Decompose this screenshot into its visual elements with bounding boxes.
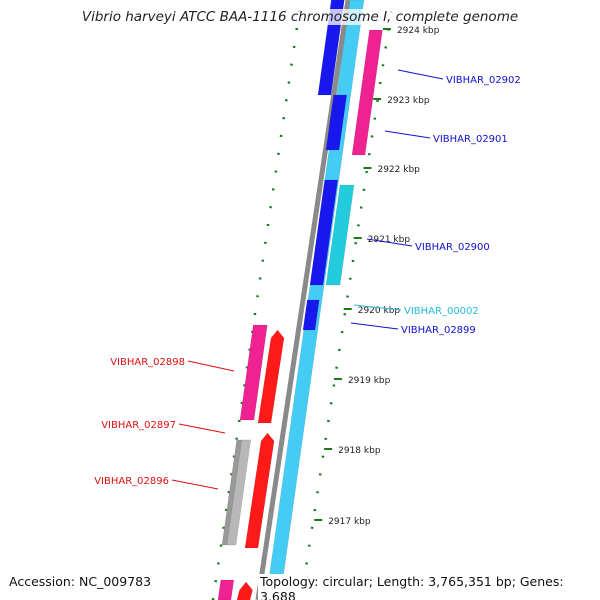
backbone-line	[255, 0, 351, 600]
tick-label: 2920 kbp	[358, 306, 401, 316]
feature-leader-line	[397, 69, 444, 80]
tick-label: 2919 kbp	[348, 376, 391, 386]
gene-pink-02896	[217, 579, 235, 600]
feature-label: VIBHAR_02902	[446, 75, 521, 86]
tick-label: 2917 kbp	[328, 517, 371, 527]
map-title: Vibrio harveyi ATCC BAA-1116 chromosome …	[0, 9, 600, 25]
outer-dotted-guide	[211, 0, 303, 600]
tick-label: 2921 kbp	[368, 235, 411, 245]
feature-label: VIBHAR_02900	[415, 242, 490, 253]
feature-leader-line	[353, 304, 402, 311]
gene-red-02898	[257, 329, 285, 424]
accession-text: Accession: NC_009783	[7, 574, 154, 589]
gene-red-02897	[244, 432, 275, 549]
gene-cyan-02900	[325, 184, 355, 286]
feature-label: VIBHAR_00002	[404, 306, 479, 317]
gene-red-02896	[236, 581, 253, 600]
feature-leader-line	[171, 479, 219, 490]
tick-label: 2918 kbp	[338, 446, 381, 456]
tick-label: 2924 kbp	[397, 26, 440, 36]
feature-label: VIBHAR_02898	[110, 357, 185, 368]
feature-label: VIBHAR_02896	[94, 476, 169, 487]
gene-blue-02899	[302, 299, 320, 331]
gene-gray-02897-highlight	[226, 439, 251, 546]
feature-leader-line	[350, 322, 399, 330]
tick-label: 2923 kbp	[387, 96, 430, 106]
gene-pink-02898	[239, 324, 268, 421]
gene-pink-02902	[351, 29, 383, 156]
feature-leader-line	[178, 423, 226, 434]
topology-text: Topology: circular; Length: 3,765,351 bp…	[258, 574, 600, 600]
feature-leader-line	[187, 360, 235, 372]
feature-label: VIBHAR_02897	[101, 420, 176, 431]
feature-leader-line	[366, 238, 413, 247]
feature-label: VIBHAR_02901	[433, 134, 508, 145]
feature-label: VIBHAR_02899	[401, 325, 476, 336]
gene-blue-02900	[309, 179, 338, 286]
gene-blue-02901	[325, 94, 347, 151]
feature-leader-line	[384, 130, 431, 139]
tick-label: 2922 kbp	[377, 165, 420, 175]
